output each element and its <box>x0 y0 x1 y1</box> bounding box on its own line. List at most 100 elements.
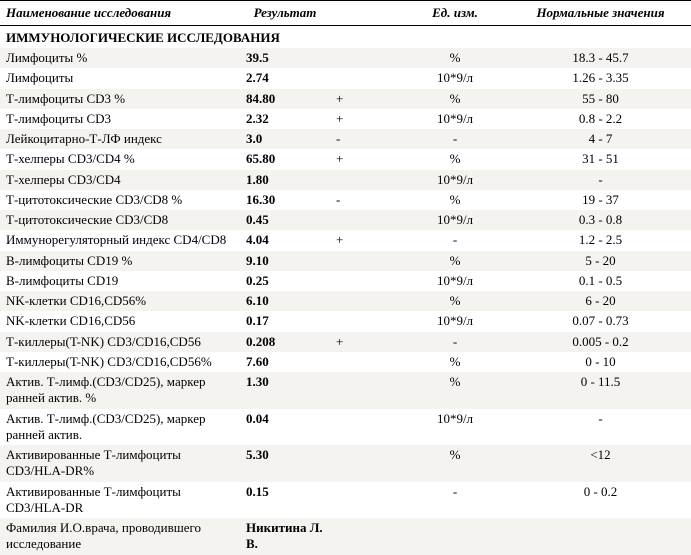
col-header-unit: Ед. изм. <box>400 1 510 26</box>
cell-flag <box>330 352 400 372</box>
cell-unit: - <box>400 332 510 352</box>
cell-ref: 1.26 - 3.35 <box>510 68 691 88</box>
cell-result: 9.10 <box>240 251 330 271</box>
table-header-row: Наименование исследования Результат Ед. … <box>0 1 691 26</box>
cell-result: 65.80 <box>240 149 330 169</box>
cell-ref: 0.3 - 0.8 <box>510 210 691 230</box>
table-row: Лимфоциты2.7410*9/л1.26 - 3.35 <box>0 68 691 88</box>
col-header-name: Наименование исследования <box>0 1 240 26</box>
cell-result: 16.30 <box>240 190 330 210</box>
cell-flag: - <box>330 190 400 210</box>
cell-result: 3.0 <box>240 129 330 149</box>
table-row: Актив. Т-лимф.(CD3/CD25), маркер ранней … <box>0 409 691 446</box>
cell-unit: 10*9/л <box>400 271 510 291</box>
cell-unit: % <box>400 48 510 68</box>
cell-result: 1.30 <box>240 372 330 409</box>
cell-unit: % <box>400 372 510 409</box>
table-row: Т-хелперы CD3/CD4 %65.80+%31 - 51 <box>0 149 691 169</box>
cell-flag <box>330 311 400 331</box>
cell-name: Актив. Т-лимф.(CD3/CD25), маркер ранней … <box>0 372 240 409</box>
cell-ref: <12 <box>510 445 691 482</box>
table-row: Т-лимфоциты CD3 %84.80+%55 - 80 <box>0 89 691 109</box>
footer-value: Никитина Л. В. <box>240 518 330 555</box>
cell-name: В-лимфоциты CD19 <box>0 271 240 291</box>
table-row: В-лимфоциты CD19 %9.10%5 - 20 <box>0 251 691 271</box>
col-header-result: Результат <box>240 1 330 26</box>
cell-ref: 4 - 7 <box>510 129 691 149</box>
cell-name: Иммунорегуляторный индекс CD4/CD8 <box>0 230 240 250</box>
cell-ref: 0.1 - 0.5 <box>510 271 691 291</box>
cell-unit: 10*9/л <box>400 109 510 129</box>
cell-flag: + <box>330 230 400 250</box>
cell-name: В-лимфоциты CD19 % <box>0 251 240 271</box>
cell-result: 0.04 <box>240 409 330 446</box>
table-row: NK-клетки CD16,CD56%6.10%6 - 20 <box>0 291 691 311</box>
cell-ref: 0.07 - 0.73 <box>510 311 691 331</box>
cell-name: Т-киллеры(T-NK) CD3/CD16,CD56% <box>0 352 240 372</box>
section-title: ИММУНОЛОГИЧЕСКИЕ ИССЛЕДОВАНИЯ <box>0 26 691 49</box>
cell-name: Активированные Т-лимфоциты CD3/HLA-DR% <box>0 445 240 482</box>
table-row: Т-киллеры(T-NK) CD3/CD16,CD560.208+-0.00… <box>0 332 691 352</box>
cell-flag <box>330 482 400 519</box>
footer-empty <box>330 518 400 555</box>
cell-unit: % <box>400 291 510 311</box>
cell-ref: 0.8 - 2.2 <box>510 109 691 129</box>
cell-flag <box>330 210 400 230</box>
table-row: Лимфоциты %39.5%18.3 - 45.7 <box>0 48 691 68</box>
cell-result: 84.80 <box>240 89 330 109</box>
cell-name: Активированные Т-лимфоциты CD3/HLA-DR <box>0 482 240 519</box>
cell-ref: - <box>510 409 691 446</box>
cell-result: 0.25 <box>240 271 330 291</box>
cell-ref: - <box>510 170 691 190</box>
cell-ref: 18.3 - 45.7 <box>510 48 691 68</box>
table-row: Актив. Т-лимф.(CD3/CD25), маркер ранней … <box>0 372 691 409</box>
cell-ref: 5 - 20 <box>510 251 691 271</box>
table-row: Активированные Т-лимфоциты CD3/HLA-DR0.1… <box>0 482 691 519</box>
cell-result: 7.60 <box>240 352 330 372</box>
footer-row: Фамилия И.О.врача, проводившего исследов… <box>0 518 691 555</box>
cell-result: 6.10 <box>240 291 330 311</box>
cell-unit: % <box>400 190 510 210</box>
cell-flag <box>330 372 400 409</box>
table-row: Т-хелперы CD3/CD41.8010*9/л- <box>0 170 691 190</box>
cell-name: Т-лимфоциты CD3 <box>0 109 240 129</box>
cell-unit: % <box>400 352 510 372</box>
cell-name: Т-хелперы CD3/CD4 % <box>0 149 240 169</box>
cell-flag: + <box>330 89 400 109</box>
footer-empty <box>400 518 510 555</box>
cell-result: 0.45 <box>240 210 330 230</box>
section-title-row: ИММУНОЛОГИЧЕСКИЕ ИССЛЕДОВАНИЯ <box>0 26 691 49</box>
cell-unit: - <box>400 230 510 250</box>
cell-ref: 0 - 11.5 <box>510 372 691 409</box>
cell-name: Лимфоциты <box>0 68 240 88</box>
cell-unit: % <box>400 251 510 271</box>
col-header-flag <box>330 1 400 26</box>
cell-unit: 10*9/л <box>400 68 510 88</box>
table-row: NK-клетки CD16,CD560.1710*9/л0.07 - 0.73 <box>0 311 691 331</box>
cell-flag <box>330 291 400 311</box>
table-row: Иммунорегуляторный индекс CD4/CD84.04+-1… <box>0 230 691 250</box>
cell-flag: + <box>330 109 400 129</box>
cell-name: Т-лимфоциты CD3 % <box>0 89 240 109</box>
cell-name: Актив. Т-лимф.(CD3/CD25), маркер ранней … <box>0 409 240 446</box>
cell-ref: 0.005 - 0.2 <box>510 332 691 352</box>
footer-label: Фамилия И.О.врача, проводившего исследов… <box>0 518 240 555</box>
cell-result: 2.32 <box>240 109 330 129</box>
cell-result: 39.5 <box>240 48 330 68</box>
cell-name: Лейкоцитарно-Т-ЛФ индекс <box>0 129 240 149</box>
cell-unit: 10*9/л <box>400 170 510 190</box>
cell-flag <box>330 251 400 271</box>
cell-unit: % <box>400 89 510 109</box>
cell-unit: % <box>400 445 510 482</box>
cell-flag <box>330 170 400 190</box>
cell-unit: 10*9/л <box>400 409 510 446</box>
cell-result: 0.208 <box>240 332 330 352</box>
cell-flag <box>330 68 400 88</box>
cell-unit: - <box>400 482 510 519</box>
cell-ref: 0 - 0.2 <box>510 482 691 519</box>
cell-unit: 10*9/л <box>400 210 510 230</box>
cell-ref: 1.2 - 2.5 <box>510 230 691 250</box>
cell-result: 0.15 <box>240 482 330 519</box>
cell-flag <box>330 271 400 291</box>
cell-ref: 0 - 10 <box>510 352 691 372</box>
